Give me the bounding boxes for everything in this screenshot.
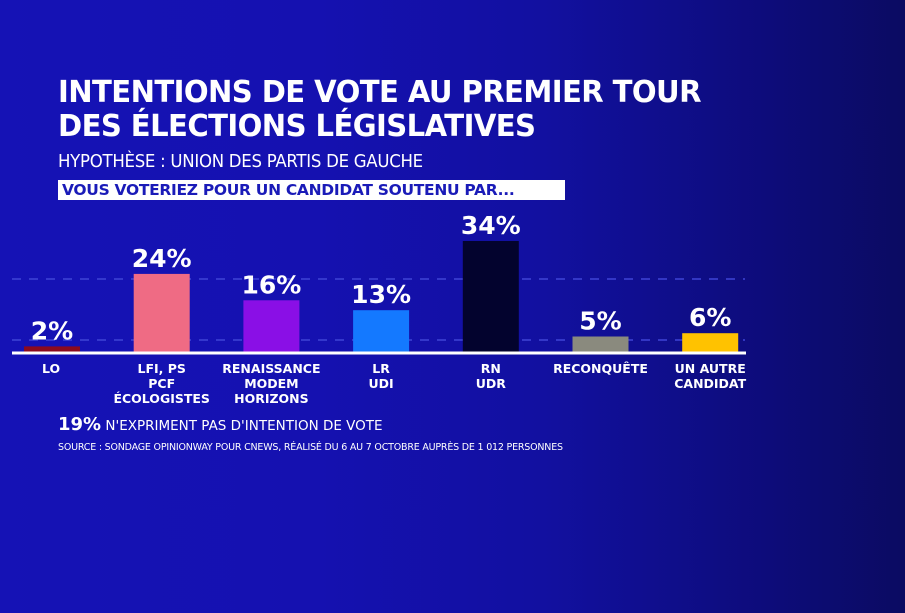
bar	[682, 333, 739, 353]
category-label-line: UDR	[476, 376, 507, 391]
category-label: LO	[42, 361, 60, 376]
category-label-line: UN AUTRE	[675, 361, 746, 376]
title-line-2: DES ÉLECTIONS LÉGISLATIVES	[58, 109, 536, 144]
category-label-line: RENAISSANCE	[222, 361, 320, 376]
bar	[462, 241, 519, 353]
category-label-line: RECONQUÊTE	[553, 361, 648, 376]
category-label: RECONQUÊTE	[553, 361, 648, 376]
chart-title: INTENTIONS DE VOTE AU PREMIER TOUR DES É…	[58, 75, 702, 144]
category-label-line: LR	[372, 361, 390, 376]
no-intention-note: 19% N'EXPRIMENT PAS D'INTENTION DE VOTE	[58, 414, 383, 435]
value-label: 13%	[351, 280, 411, 309]
category-label-line: PCF	[148, 376, 175, 391]
bar	[353, 310, 410, 353]
no-intention-text: N'EXPRIMENT PAS D'INTENTION DE VOTE	[101, 418, 383, 434]
category-label-line: LO	[42, 361, 60, 376]
bars-group	[24, 241, 739, 353]
labels-group: 2% LO 24% LFI, PS PCF ÉCOLOGISTES 16% RENAISSAN…	[31, 211, 747, 406]
title-line-1: INTENTIONS DE VOTE AU PREMIER TOUR	[58, 75, 702, 110]
bar	[572, 336, 629, 353]
question-banner: VOUS VOTERIEZ POUR UN CANDIDAT SOUTENU P…	[58, 180, 565, 200]
source-note: SOURCE : SONDAGE OPINIONWAY POUR CNEWS, …	[58, 442, 563, 453]
category-label-line: ÉCOLOGISTES	[113, 391, 209, 406]
chart-subtitle: HYPOTHÈSE : UNION DES PARTIS DE GAUCHE	[58, 151, 423, 172]
no-intention-pct: 19%	[58, 414, 102, 435]
category-label: RN UDR	[476, 361, 507, 391]
bar	[24, 346, 80, 353]
bar	[133, 273, 190, 353]
category-label: RENAISSANCE MODEM HORIZONS	[222, 361, 320, 406]
category-label: LR UDI	[369, 361, 394, 391]
category-label-line: CANDIDAT	[674, 376, 746, 391]
category-label-line: RN	[481, 361, 501, 376]
value-label: 5%	[579, 307, 621, 336]
value-label: 24%	[132, 244, 192, 273]
value-label: 16%	[241, 270, 301, 299]
category-label: LFI, PS PCF ÉCOLOGISTES	[113, 361, 209, 406]
category-label-line: HORIZONS	[234, 391, 309, 406]
category-label: UN AUTRE CANDIDAT	[674, 361, 746, 391]
value-label: 6%	[689, 303, 731, 332]
category-label-line: UDI	[369, 376, 394, 391]
value-label: 34%	[461, 211, 521, 240]
value-label: 2%	[31, 316, 73, 345]
category-label-line: LFI, PS	[137, 361, 185, 376]
bar	[243, 300, 300, 353]
category-label-line: MODEM	[244, 376, 298, 391]
